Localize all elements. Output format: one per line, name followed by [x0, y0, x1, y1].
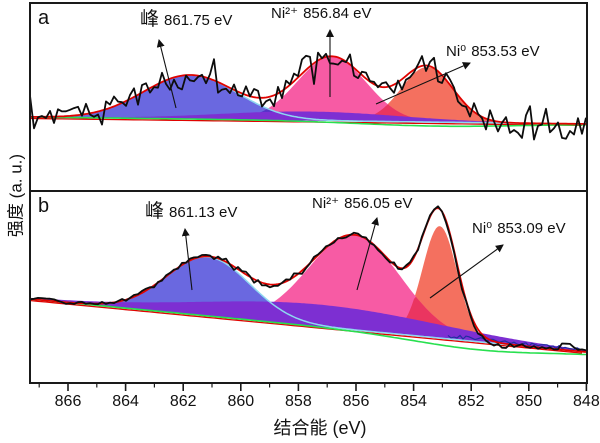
raw-spectrum-b [31, 205, 586, 352]
x-tick-label-854: 854 [400, 393, 427, 410]
annotation-a-ni0-species: Ni⁰ [446, 43, 467, 60]
annotation-b-ni0: Ni⁰ 853.09 eV [472, 221, 566, 236]
x-tick-label-858: 858 [285, 393, 312, 410]
annotation-b-ni0-species: Ni⁰ [472, 220, 493, 237]
plot-frame [29, 2, 588, 384]
annotation-arrow-b-2 [429, 244, 504, 299]
annotation-a-satellite-symbol: 峰 [140, 9, 160, 30]
annotation-a-ni2plus: Ni²⁺ 856.84 eV [271, 6, 371, 21]
ni2plus-peak-fill-b [31, 234, 586, 352]
annotation-arrow-a-2 [375, 62, 471, 105]
x-tick-label-850: 850 [515, 393, 543, 410]
x-tick-label-848: 848 [573, 393, 600, 410]
background-band-a [31, 111, 586, 124]
annotation-b-ni2plus-energy: 856.05 eV [344, 195, 413, 212]
annotation-b-satellite-energy: 861.13 eV [169, 204, 238, 221]
panel-a-plot-area [31, 51, 586, 141]
annotation-arrow-a-0 [156, 39, 177, 109]
panel-a-label: a [38, 7, 50, 29]
annotation-a-satellite: 峰 861.75 eV [140, 10, 232, 29]
raw-spectrum-a [31, 51, 586, 141]
annotation-b-ni2plus-species: Ni²⁺ [312, 195, 340, 212]
ni2plus-peak-fill-a [31, 56, 586, 124]
annotation-a-ni0-energy: 853.53 eV [471, 43, 540, 60]
ni0-peak-fill-a [31, 67, 586, 124]
shirley-background-a [31, 116, 586, 128]
annotation-arrow-b-1 [356, 217, 379, 291]
annotation-b-ni2plus: Ni²⁺ 856.05 eV [312, 196, 412, 211]
y-axis-label: 强度 (a. u.) [6, 153, 26, 238]
panel-b-label: b [38, 195, 50, 217]
x-tick-label-866: 866 [54, 393, 82, 410]
shirley-background-b [31, 298, 586, 356]
annotation-a-ni2plus-species: Ni²⁺ [271, 5, 299, 22]
satellite-peak-fill-b [31, 256, 586, 352]
annotation-a-satellite-energy: 861.75 eV [164, 12, 233, 29]
x-tick-label-864: 864 [112, 393, 139, 410]
annotation-b-ni0-energy: 853.09 eV [497, 220, 566, 237]
annotation-a-ni2plus-energy: 856.84 eV [303, 5, 372, 22]
annotation-b-satellite: 峰 861.13 eV [145, 202, 237, 221]
x-tick-label-856: 856 [342, 393, 370, 410]
annotation-arrow-b-0 [181, 228, 193, 291]
x-tick-label-860: 860 [227, 393, 255, 410]
x-axis-label: 结合能 (eV) [273, 418, 367, 438]
annotation-a-ni0: Ni⁰ 853.53 eV [446, 44, 540, 59]
panel-b-plot-area [31, 205, 586, 356]
satellite-peak-fill-a [31, 75, 586, 124]
x-tick-label-852: 852 [457, 393, 485, 410]
x-tick-label-862: 862 [169, 393, 197, 410]
ni0-peak-fill-b [31, 226, 586, 352]
annotation-b-satellite-symbol: 峰 [145, 201, 165, 222]
